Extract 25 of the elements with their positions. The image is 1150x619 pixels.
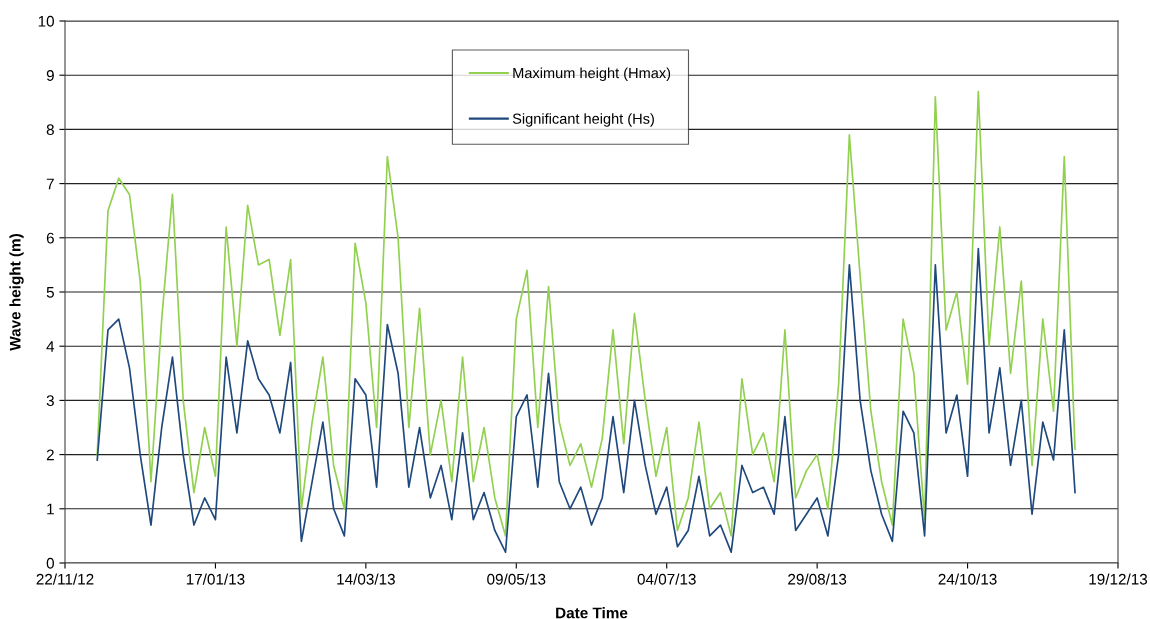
y-tick-label: 2 xyxy=(46,449,54,461)
y-tick-label: 1 xyxy=(47,503,54,515)
x-tick-label: 04/07/13 xyxy=(637,573,696,585)
x-tick-label: 19/12/13 xyxy=(1089,573,1148,585)
legend-label: Significant height (Hs) xyxy=(512,113,654,127)
y-tick-label: 4 xyxy=(46,341,55,352)
y-tick-label: 0 xyxy=(46,557,54,569)
line-series xyxy=(96,90,1076,537)
y-tick-label: 7 xyxy=(46,178,54,190)
y-tick-label: 10 xyxy=(38,15,54,27)
legend-label: Maximum height (Hmax) xyxy=(513,67,671,82)
y-tick-label: 9 xyxy=(46,70,54,81)
line-series xyxy=(96,247,1076,553)
x-axis-title: Date Time xyxy=(556,607,628,619)
x-tick-label: 24/10/13 xyxy=(938,573,997,585)
y-tick-label: 6 xyxy=(46,232,54,244)
x-tick-label: 17/01/13 xyxy=(186,573,245,585)
x-tick-label: 14/03/13 xyxy=(337,573,395,585)
x-tick-label: 09/05/13 xyxy=(487,573,546,585)
x-tick-label: 29/08/13 xyxy=(788,573,847,585)
y-tick-label: 8 xyxy=(46,124,54,136)
y-axis-title: Wave height (m) xyxy=(9,234,24,351)
x-tick-label: 22/11/12 xyxy=(36,573,94,585)
y-tick-label: 3 xyxy=(46,395,54,407)
y-tick-label: 5 xyxy=(46,287,54,298)
